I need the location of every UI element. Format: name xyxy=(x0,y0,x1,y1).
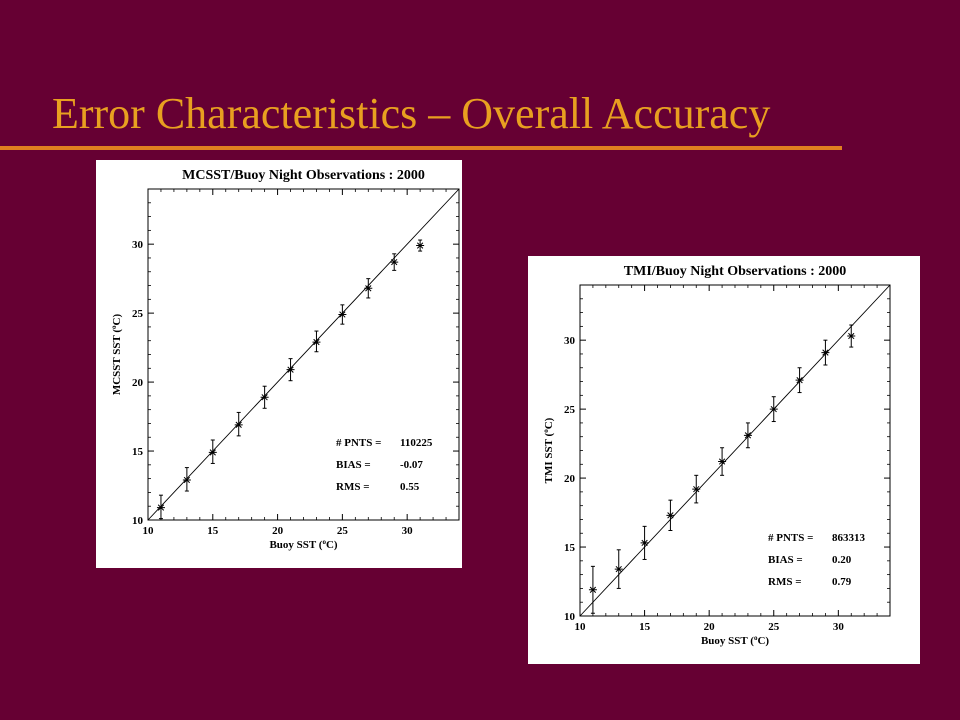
mcsst-chart-panel: MCSST/Buoy Night Observations : 2000 10 15… xyxy=(96,160,462,568)
y-tick-label: 30 xyxy=(132,239,144,251)
data-point-asterisk xyxy=(182,476,191,484)
y-tick-label: 30 xyxy=(564,335,576,347)
x-tick-label: 10 xyxy=(575,621,587,633)
y-tick-label: 10 xyxy=(132,515,144,527)
x-tick-label: 20 xyxy=(272,525,284,537)
tmi-chart-panel: TMI/Buoy Night Observations : 2000 10 15 20… xyxy=(528,256,920,664)
stat-value: 863313 xyxy=(832,532,866,544)
slide-title: Error Characteristics – Overall Accuracy xyxy=(52,89,771,138)
x-tick-label: 30 xyxy=(833,621,845,633)
stat-label: BIAS = xyxy=(336,459,371,471)
stat-value: 0.79 xyxy=(832,576,852,588)
y-tick-label: 15 xyxy=(564,542,576,554)
data-point-asterisk xyxy=(666,512,675,519)
y-axis-label: TMI SST (oC) xyxy=(542,417,555,483)
data-point-asterisk xyxy=(692,485,701,493)
data-point-asterisk xyxy=(208,449,217,456)
data-point-asterisk xyxy=(847,332,856,340)
y-tick-label: 15 xyxy=(132,446,144,458)
stat-value: -0.07 xyxy=(400,459,423,471)
chart-title: MCSST/Buoy Night Observations : 2000 xyxy=(182,168,425,183)
data-point-asterisk xyxy=(364,285,373,292)
one-to-one-reference-line xyxy=(579,284,891,617)
data-point-asterisk xyxy=(260,394,269,401)
tmi-buoy-scatter-chart: TMI/Buoy Night Observations : 2000 10 15 20… xyxy=(542,264,891,647)
y-tick-label: 25 xyxy=(132,308,144,320)
data-point-asterisk xyxy=(640,539,649,547)
data-point-asterisk xyxy=(338,311,347,318)
x-tick-label: 15 xyxy=(207,525,219,537)
data-point-asterisk xyxy=(390,258,399,266)
x-tick-label: 20 xyxy=(704,621,716,633)
data-point-asterisk xyxy=(743,432,752,439)
stat-value: 110225 xyxy=(400,437,433,449)
data-point-asterisk xyxy=(614,565,623,573)
stat-label: RMS = xyxy=(768,576,801,588)
data-point-asterisk xyxy=(718,458,727,465)
data-point-asterisk xyxy=(821,349,830,356)
mcsst-buoy-scatter-chart: MCSST/Buoy Night Observations : 2000 10 15… xyxy=(110,168,460,551)
data-point-asterisk xyxy=(156,504,165,511)
x-tick-label: 30 xyxy=(402,525,414,537)
chart-title: TMI/Buoy Night Observations : 2000 xyxy=(624,264,846,279)
y-tick-label: 10 xyxy=(564,611,576,623)
y-tick-label: 20 xyxy=(132,377,144,389)
stat-value: 0.20 xyxy=(832,554,852,566)
title-underline xyxy=(0,146,842,150)
x-tick-label: 25 xyxy=(337,525,349,537)
y-axis-label: MCSST SST (oC) xyxy=(110,313,123,395)
y-tick-label: 25 xyxy=(564,404,576,416)
x-tick-label: 25 xyxy=(768,621,780,633)
x-tick-label: 10 xyxy=(143,525,155,537)
data-point-asterisk xyxy=(312,338,321,346)
y-tick-label: 20 xyxy=(564,473,576,485)
stat-value: 0.55 xyxy=(400,481,420,493)
stat-label: # PNTS = xyxy=(336,437,381,449)
x-axis-label: Buoy SST (oC) xyxy=(701,634,769,647)
one-to-one-reference-line xyxy=(147,188,460,521)
x-axis-label: Buoy SST (oC) xyxy=(269,538,337,551)
data-point-asterisk xyxy=(416,242,425,249)
data-point-asterisk xyxy=(795,377,804,384)
data-point-asterisk xyxy=(588,586,597,593)
data-point-asterisk xyxy=(769,405,778,413)
x-tick-label: 15 xyxy=(639,621,651,633)
data-point-asterisk xyxy=(286,366,295,373)
data-point-asterisk xyxy=(234,421,243,428)
stat-label: RMS = xyxy=(336,481,369,493)
stat-label: BIAS = xyxy=(768,554,803,566)
stat-label: # PNTS = xyxy=(768,532,813,544)
